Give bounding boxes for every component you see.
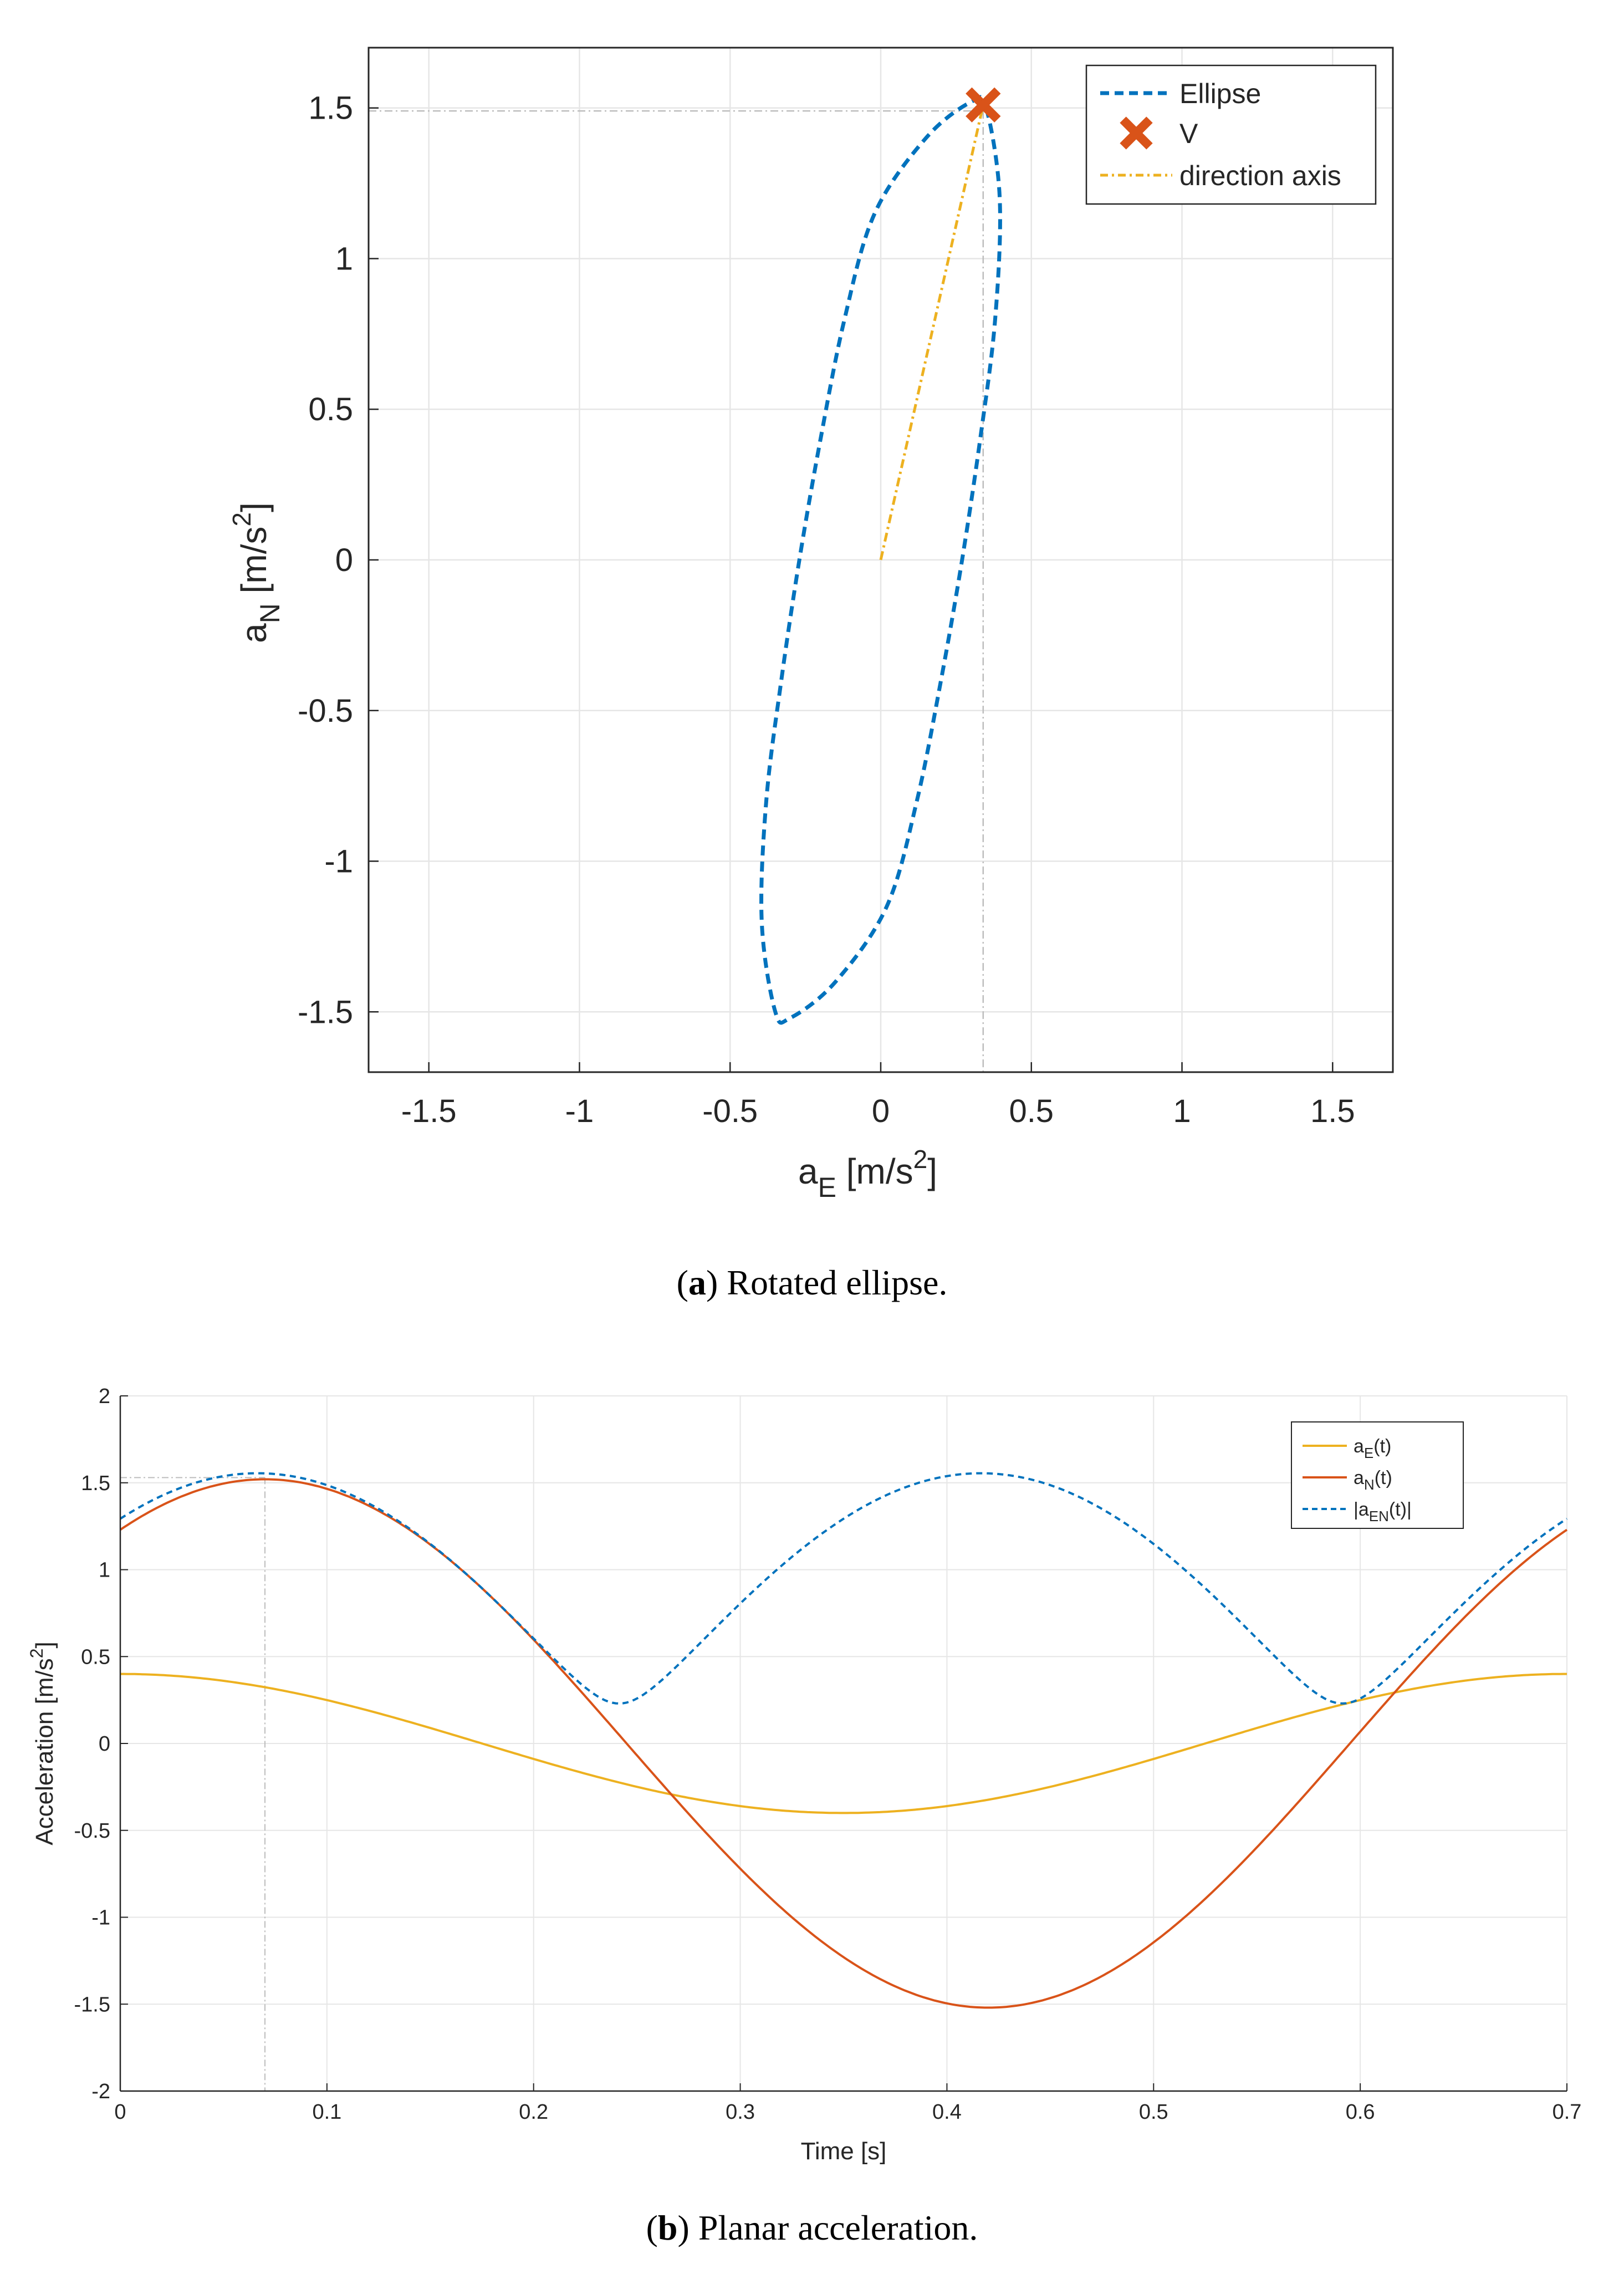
tick-label-y-b: 0 bbox=[99, 1732, 110, 1756]
tick-label-y-b: -1.5 bbox=[74, 1993, 110, 2016]
ticks-b bbox=[120, 1395, 1567, 2092]
series-b bbox=[119, 1472, 1568, 2009]
tick-label-y-a: 0 bbox=[335, 542, 353, 578]
ticks-a bbox=[369, 107, 1334, 1072]
tick-label-y-b: -1 bbox=[91, 1906, 110, 1930]
x-axis-label-b: Time [s] bbox=[801, 2138, 887, 2165]
tick-label-y-a: 1.5 bbox=[308, 90, 353, 126]
tick-label-y-a: -1 bbox=[324, 844, 353, 880]
tick-label-x-b: 0.7 bbox=[1552, 2100, 1582, 2124]
tick-label-x-b: 0.6 bbox=[1346, 2100, 1375, 2124]
tick-label-y-b: -2 bbox=[91, 2080, 110, 2103]
tick-label-x-a: 1 bbox=[1173, 1093, 1191, 1129]
legend-label-v: V bbox=[1179, 118, 1198, 149]
marker-v bbox=[966, 87, 1001, 123]
series-ellipse bbox=[759, 95, 1002, 1025]
legend-label-direction-axis: direction axis bbox=[1179, 160, 1341, 191]
tick-label-y-a: 1 bbox=[335, 241, 353, 277]
legend-marker-v bbox=[1120, 116, 1153, 150]
series-an bbox=[119, 1478, 1568, 2009]
tick-label-x-a: -0.5 bbox=[702, 1093, 758, 1129]
tick-label-x-b: 0 bbox=[114, 2100, 126, 2124]
legend-label-aen: |aEN(t)| bbox=[1354, 1499, 1412, 1524]
tick-label-y-b: 1 bbox=[99, 1559, 110, 1582]
tick-label-x-a: 0 bbox=[872, 1093, 890, 1129]
legend-label-ellipse: Ellipse bbox=[1179, 78, 1261, 109]
series-direction-axis bbox=[879, 104, 985, 560]
tick-labels-b: 0 0.1 0.2 0.3 0.4 0.5 0.6 0.7 -2 -1.5 -1 -0.5 0 0.5 1 1… bbox=[74, 1385, 1582, 2124]
tick-label-y-a: -0.5 bbox=[298, 693, 353, 729]
series-aen bbox=[119, 1472, 1568, 1705]
chart-rotated-ellipse: -1.5 -1 -0.5 0 0.5 1 1.5 -1.5 -1 -0.5 0 0.5 1 1.5 aE … bbox=[227, 47, 1394, 1203]
x-axis-label-a: aE [m/s2] bbox=[798, 1145, 937, 1203]
legend-a: Ellipse V direction axis bbox=[1085, 64, 1377, 205]
series-ae bbox=[120, 1673, 1567, 1814]
tick-label-y-b: -0.5 bbox=[74, 1819, 110, 1843]
legend-b: aE(t) aN(t) |aEN(t)| bbox=[1291, 1421, 1464, 1529]
tick-label-x-a: -1.5 bbox=[401, 1093, 457, 1129]
tick-label-x-b: 0.3 bbox=[726, 2100, 755, 2124]
reference-lines-b bbox=[120, 1477, 265, 2091]
tick-label-y-a: -1.5 bbox=[298, 994, 353, 1030]
tick-label-y-b: 0.5 bbox=[81, 1645, 110, 1669]
tick-label-x-b: 0.5 bbox=[1139, 2100, 1168, 2124]
tick-labels-a: -1.5 -1 -0.5 0 0.5 1 1.5 -1.5 -1 -0.5 0 0.5 1 1.5 bbox=[298, 90, 1355, 1129]
chart-planar-acceleration: 0 0.1 0.2 0.3 0.4 0.5 0.6 0.7 -2 -1.5 -1 -0.5 0 0.5 1 1… bbox=[27, 1385, 1581, 2165]
caption-a: (a) Rotated ellipse. bbox=[677, 1263, 948, 1302]
tick-label-x-b: 0.2 bbox=[519, 2100, 548, 2124]
tick-label-x-a: 1.5 bbox=[1310, 1093, 1355, 1129]
series-a bbox=[759, 87, 1002, 1025]
reference-lines-a bbox=[369, 110, 984, 1072]
tick-label-x-a: -1 bbox=[565, 1093, 594, 1129]
legend-label-ae: aE(t) bbox=[1354, 1436, 1391, 1461]
caption-b: (b) Planar acceleration. bbox=[646, 2208, 978, 2247]
legend-box-b bbox=[1291, 1421, 1464, 1529]
tick-label-y-a: 0.5 bbox=[308, 391, 353, 427]
y-axis-label-a: aN [m/s2] bbox=[227, 502, 285, 643]
tick-label-y-b: 2 bbox=[99, 1385, 110, 1408]
tick-label-y-b: 1.5 bbox=[81, 1472, 110, 1495]
legend-label-an: aN(t) bbox=[1354, 1467, 1392, 1493]
tick-label-x-a: 0.5 bbox=[1009, 1093, 1054, 1129]
y-axis-label-b: Acceleration [m/s2] bbox=[27, 1641, 58, 1845]
tick-label-x-b: 0.4 bbox=[932, 2100, 962, 2124]
tick-label-x-b: 0.1 bbox=[312, 2100, 341, 2124]
